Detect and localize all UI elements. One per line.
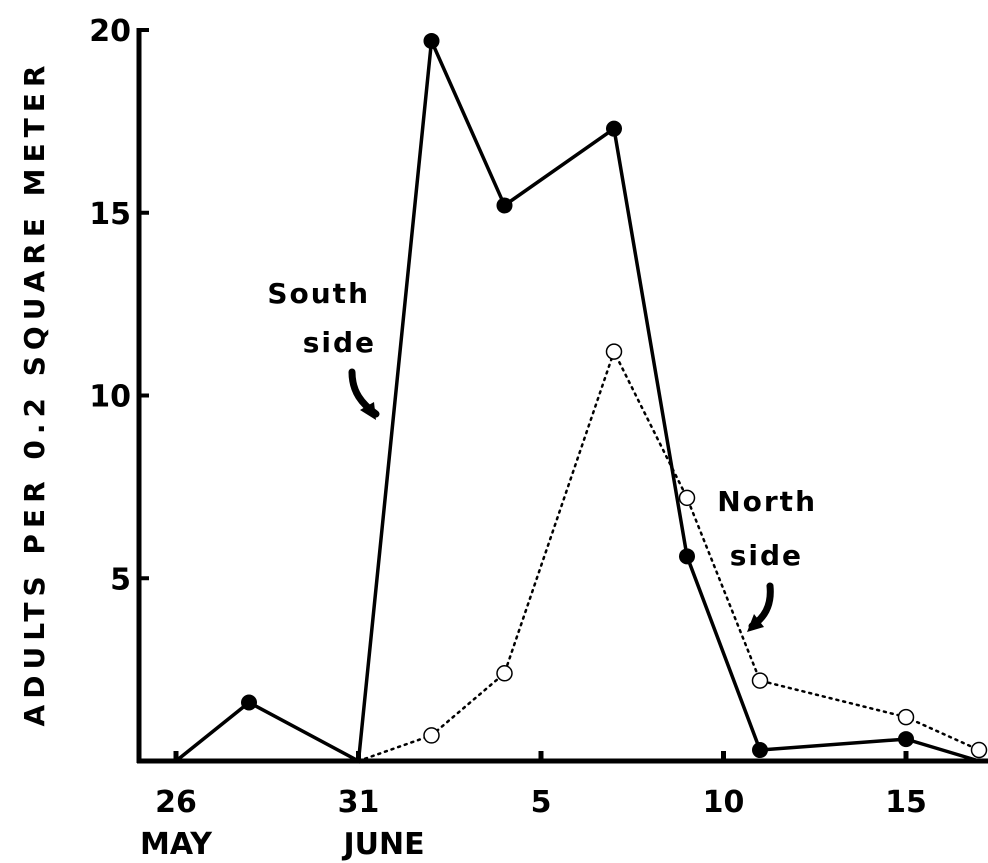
data-point bbox=[679, 548, 695, 565]
x-tick-label: 5 bbox=[531, 785, 552, 820]
y-tick-label: 15 bbox=[89, 197, 131, 232]
series-south-side bbox=[174, 32, 980, 764]
y-axis-label: ADULTS PER 0.2 SQUARE METER bbox=[18, 60, 51, 727]
data-point bbox=[423, 727, 440, 744]
series-line bbox=[174, 34, 980, 764]
data-point bbox=[241, 694, 257, 711]
annotation-text: South bbox=[267, 277, 370, 310]
series-group bbox=[174, 32, 988, 764]
y-axis-ticks: 5 10 15 20 bbox=[89, 14, 149, 597]
data-point bbox=[423, 32, 440, 49]
y-tick-label: 5 bbox=[110, 562, 131, 597]
data-point bbox=[970, 741, 988, 759]
series-line bbox=[357, 348, 981, 763]
annotation-text: side bbox=[303, 326, 376, 359]
data-point bbox=[752, 742, 768, 759]
data-point bbox=[606, 120, 622, 137]
y-tick-label: 20 bbox=[89, 14, 131, 49]
data-point bbox=[605, 343, 623, 360]
arrow-head bbox=[360, 402, 376, 420]
annotation-south-side: South side bbox=[267, 277, 380, 420]
data-point bbox=[751, 672, 769, 689]
annotations: South side North side bbox=[267, 277, 817, 632]
data-point bbox=[496, 665, 513, 682]
x-axis-ticks: 26 31 5 10 15 MAY JUNE bbox=[140, 751, 927, 862]
series-north-side bbox=[357, 343, 988, 763]
x-tick-label: 26 bbox=[155, 785, 197, 820]
annotation-text: side bbox=[730, 539, 803, 572]
x-tick-label: 15 bbox=[885, 785, 927, 820]
month-label: MAY bbox=[140, 827, 213, 862]
x-tick-label: 10 bbox=[703, 785, 745, 820]
month-label: JUNE bbox=[341, 827, 424, 862]
data-point bbox=[678, 489, 696, 507]
data-point bbox=[898, 731, 914, 748]
axes bbox=[136, 28, 988, 764]
annotation-text: North bbox=[717, 485, 817, 518]
data-point bbox=[897, 708, 915, 726]
x-tick-label: 31 bbox=[338, 785, 380, 820]
annotation-north-side: North side bbox=[717, 485, 817, 632]
arrow-head bbox=[747, 614, 764, 632]
data-point bbox=[496, 197, 513, 214]
y-tick-label: 10 bbox=[89, 380, 131, 415]
